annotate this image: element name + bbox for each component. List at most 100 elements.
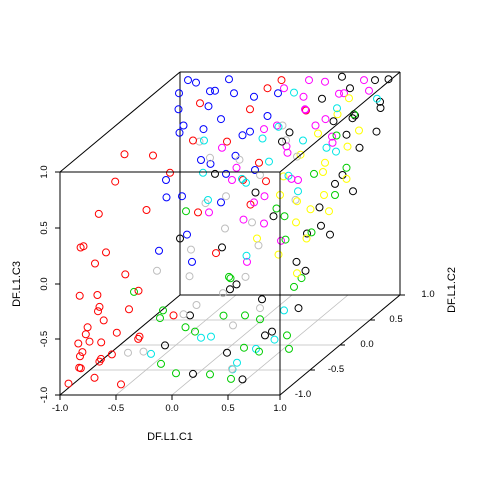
data-point: [355, 143, 364, 152]
data-point: [217, 198, 225, 207]
data-point: [345, 94, 353, 103]
data-point: [260, 192, 269, 201]
data-point: [301, 105, 309, 114]
data-point: [294, 176, 302, 184]
data-point: [222, 169, 230, 178]
data-point: [329, 117, 338, 126]
data-point: [256, 315, 264, 324]
data-point: [318, 94, 326, 103]
data-point: [290, 88, 298, 97]
data-point: [274, 89, 282, 98]
data-point: [262, 177, 270, 186]
data-point: [326, 230, 334, 239]
data-point: [85, 337, 94, 346]
data-point: [240, 343, 248, 352]
data-point: [206, 370, 214, 379]
data-point: [246, 105, 254, 114]
data-point: [285, 344, 293, 353]
data-point: [274, 250, 283, 259]
data-point: [83, 323, 92, 332]
data-point: [292, 257, 301, 266]
data-point: [273, 121, 281, 130]
data-point: [251, 188, 260, 197]
x-axis-title: DF.L1.C1: [147, 431, 193, 443]
data-point: [97, 338, 106, 347]
z-tick-label: -0.5: [39, 331, 50, 347]
data-point: [342, 163, 351, 172]
data-point: [269, 212, 278, 221]
data-point: [212, 249, 220, 258]
data-point: [292, 218, 300, 227]
data-point: [78, 348, 87, 357]
data-point: [335, 89, 343, 98]
data-point: [255, 347, 263, 356]
data-point: [238, 375, 247, 384]
data-point: [280, 212, 289, 221]
data-point: [338, 72, 346, 81]
data-point: [227, 374, 235, 383]
x-tick-label: 0.5: [221, 403, 234, 414]
data-point: [299, 136, 307, 145]
data-point: [342, 130, 351, 139]
data-point: [280, 306, 288, 315]
x-tick-label: 1.0: [273, 403, 286, 414]
data-point: [217, 115, 225, 124]
data-point: [159, 306, 167, 315]
data-point: [156, 314, 164, 323]
data-point: [342, 174, 351, 183]
data-point: [246, 127, 254, 136]
data-point: [172, 369, 180, 378]
data-point: [211, 86, 219, 95]
data-point: [205, 208, 213, 217]
z-tick-label: 0.0: [39, 277, 50, 290]
y-axis-title: DF.L1.C2: [446, 267, 458, 313]
data-point: [93, 291, 102, 299]
data-point: [305, 76, 313, 85]
data-point: [196, 99, 204, 108]
data-point: [263, 112, 272, 120]
data-point: [340, 89, 348, 98]
data-point: [230, 89, 238, 98]
data-point: [258, 134, 267, 143]
data-point: [258, 295, 266, 304]
data-point: [265, 157, 273, 166]
data-point: [372, 127, 381, 136]
data-point: [206, 87, 214, 96]
y-tick-label: -1.0: [295, 389, 311, 400]
data-point: [195, 137, 204, 146]
data-point: [285, 128, 294, 137]
data-point: [231, 151, 240, 160]
data-point: [278, 121, 287, 130]
data-point: [185, 272, 194, 281]
data-point: [139, 347, 148, 356]
data-point: [169, 311, 178, 320]
data-point: [200, 136, 208, 145]
data-point: [320, 191, 328, 199]
x-tick-label: -0.5: [108, 403, 124, 414]
data-point: [149, 151, 157, 160]
data-point: [188, 257, 196, 266]
data-point: [194, 208, 202, 217]
data-point: [206, 159, 215, 168]
x-axis: -1.0 -0.5 0.0 0.5 1.0 DF.L1.C1: [52, 394, 287, 443]
data-point: [319, 168, 327, 176]
y-tick-label: -0.5: [328, 364, 344, 375]
data-point: [333, 110, 342, 119]
data-point: [301, 266, 310, 275]
data-point: [248, 218, 256, 227]
data-point: [333, 104, 341, 113]
z-axis: -1.0 -0.5 0.0 0.5 1.0 DF.L1.C3: [11, 165, 60, 403]
box-edge: [59, 71, 181, 173]
data-point: [293, 269, 301, 278]
data-point: [310, 169, 318, 178]
data-point: [155, 246, 163, 255]
data-point: [99, 316, 108, 325]
data-point: [94, 307, 102, 316]
data-point: [260, 125, 268, 134]
data-point: [197, 156, 205, 164]
data-point: [371, 76, 379, 85]
data-point: [95, 357, 104, 366]
data-point: [321, 158, 329, 167]
data-point: [346, 84, 354, 93]
